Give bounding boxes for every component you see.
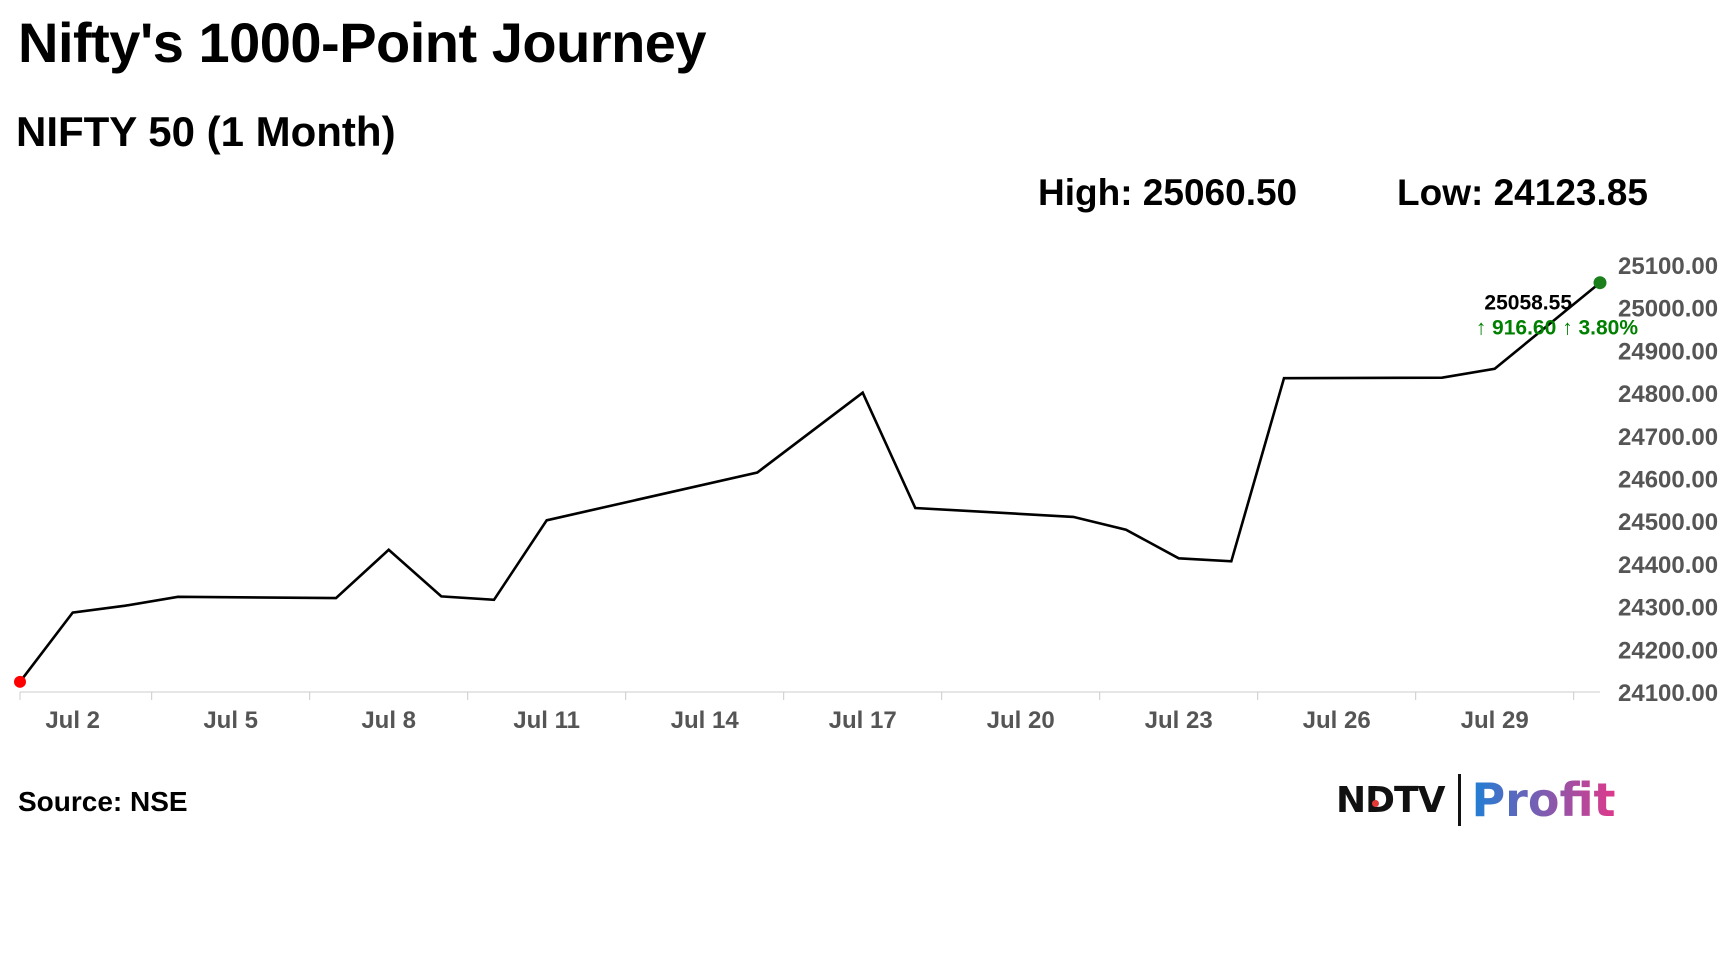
change-label: ↑ 916.60 ↑ 3.80% bbox=[1476, 317, 1639, 340]
x-tick-label: Jul 20 bbox=[987, 707, 1055, 734]
x-tick-label: Jul 29 bbox=[1461, 707, 1529, 734]
y-tick-label: 24400.00 bbox=[1618, 552, 1718, 579]
y-tick-label: 24700.00 bbox=[1618, 424, 1718, 451]
logo-dot-icon bbox=[1372, 799, 1379, 807]
y-tick-label: 24300.00 bbox=[1618, 595, 1718, 622]
y-tick-label: 24200.00 bbox=[1618, 637, 1718, 664]
y-tick-label: 25100.00 bbox=[1618, 253, 1718, 280]
x-tick-label: Jul 5 bbox=[203, 707, 258, 734]
last-value-label: 25058.55 bbox=[1484, 292, 1572, 315]
high-stat: High: 25060.50 bbox=[1038, 172, 1298, 213]
x-tick-label: Jul 11 bbox=[513, 707, 580, 734]
start-point-marker bbox=[14, 675, 26, 688]
y-tick-label: 24100.00 bbox=[1618, 680, 1718, 707]
nifty-series-line bbox=[18, 281, 1601, 683]
y-tick-label: 25000.00 bbox=[1618, 296, 1718, 323]
logo-profit-text: Profit bbox=[1471, 773, 1616, 827]
x-tick-label: Jul 17 bbox=[829, 707, 897, 734]
ndtv-profit-logo: NDTV Profit bbox=[1336, 772, 1616, 828]
x-tick-label: Jul 23 bbox=[1145, 707, 1213, 734]
line-chart: Jul 2 Jul 5 Jul 8 Jul 11 Jul 14 Jul 17 Jul 20 J… bbox=[14, 253, 1718, 734]
y-tick-label: 24500.00 bbox=[1618, 509, 1718, 536]
source-label: Source: NSE bbox=[18, 786, 188, 817]
x-tick-label: Jul 2 bbox=[45, 707, 100, 734]
y-tick-label: 24600.00 bbox=[1618, 467, 1718, 494]
low-stat: Low: 24123.85 bbox=[1397, 172, 1648, 213]
x-tick-label: Jul 14 bbox=[671, 707, 740, 734]
end-point-marker bbox=[1593, 276, 1607, 290]
chart-subtitle: NIFTY 50 (1 Month) bbox=[16, 108, 396, 155]
x-tick-label: Jul 8 bbox=[361, 707, 416, 734]
logo-ndtv-text: NDTV bbox=[1336, 779, 1445, 821]
y-tick-label: 24800.00 bbox=[1618, 381, 1718, 408]
logo-divider bbox=[1458, 774, 1462, 826]
x-tick-label: Jul 26 bbox=[1303, 707, 1371, 734]
y-tick-label: 24900.00 bbox=[1618, 338, 1718, 365]
chart-title: Nifty's 1000-Point Journey bbox=[18, 11, 707, 74]
